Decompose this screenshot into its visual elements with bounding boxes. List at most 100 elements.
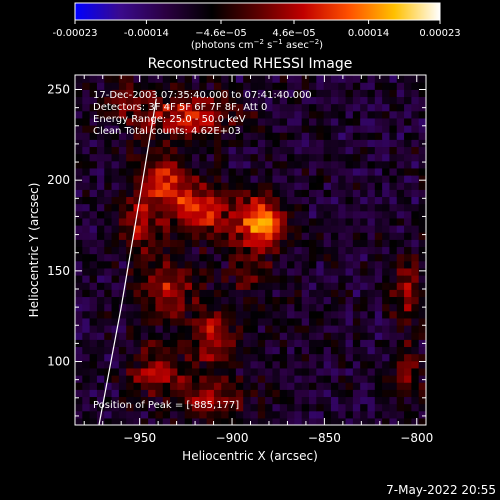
heatmap-cell [243,167,252,176]
heatmap-cell [287,89,295,98]
heatmap-cell [199,167,208,176]
heatmap-cell [360,139,369,148]
heatmap-cell [411,196,420,205]
heatmap-cell [367,196,376,205]
heatmap-cell [184,217,193,226]
heatmap-cell [411,382,420,390]
heatmap-cell [330,403,339,412]
heatmap-cell [389,89,398,98]
heatmap-cell [345,367,354,376]
heatmap-cell [257,203,266,212]
heatmap-cell [177,289,186,298]
heatmap-cell [192,325,200,333]
heatmap-cell [294,253,303,262]
heatmap-cell [287,403,295,412]
heatmap-cell [199,417,208,425]
heatmap-cell [257,339,266,348]
heatmap-cell [294,153,303,162]
heatmap-cell [279,417,288,425]
heatmap-cell [96,417,105,425]
heatmap-cell [323,410,332,419]
heatmap-cell [418,275,426,283]
heatmap-cell [272,146,281,155]
heatmap-cell [374,375,383,383]
heatmap-cell [148,189,157,198]
heatmap-cell [287,196,295,205]
heatmap-cell [170,125,178,133]
heatmap-cell [221,203,230,212]
heatmap-cell [345,196,354,205]
heatmap-cell [199,225,208,233]
heatmap-cell [133,267,142,276]
heatmap-cell [309,89,317,98]
heatmap-cell [382,410,391,419]
heatmap-cell [279,346,288,355]
heatmap-cell [309,260,317,269]
heatmap-cell [279,89,288,98]
heatmap-cell [279,189,288,198]
heatmap-cell [374,339,383,348]
heatmap-cell [411,103,420,112]
heatmap-cell [243,417,252,425]
heatmap-cell [265,310,274,319]
heatmap-cell [367,310,376,319]
heatmap-cell [89,346,98,355]
heatmap-cell [279,139,288,148]
heatmap-cell [228,132,237,140]
heatmap-cell [294,146,303,155]
heatmap-cell [279,110,288,119]
heatmap-cell [389,210,398,219]
heatmap-cell [389,189,398,198]
heatmap-cell [257,396,266,405]
heatmap-cell [382,196,391,205]
heatmap-cell [170,382,178,390]
heatmap-cell [96,296,105,305]
heatmap-cell [279,182,288,190]
heatmap-cell [148,367,157,376]
heatmap-cell [257,232,266,240]
heatmap-cell [396,75,405,83]
heatmap-cell [228,210,237,219]
heatmap-cell [265,175,274,183]
heatmap-cell [294,239,303,248]
heatmap-cell [389,146,398,155]
heatmap-cell [206,210,215,219]
heatmap-cell [279,353,288,362]
heatmap-cell [111,296,120,305]
heatmap-cell [272,339,281,348]
heatmap-cell [309,253,317,262]
heatmap-cell [104,196,113,205]
heatmap-cell [418,89,426,98]
heatmap-cell [389,396,398,405]
heatmap-cell [389,275,398,283]
heatmap-cell [148,110,157,119]
heatmap-cell [111,260,120,269]
heatmap-cell [404,239,412,248]
heatmap-cell [411,296,420,305]
heatmap-cell [140,103,149,112]
heatmap-cell [272,139,281,148]
heatmap-cell [287,210,295,219]
heatmap-cell [170,153,178,162]
heatmap-cell [374,232,383,240]
heatmap-cell [192,396,200,405]
heatmap-cell [148,396,157,405]
heatmap-cell [360,346,369,355]
heatmap-cell [272,132,281,140]
heatmap-cell [206,267,215,276]
heatmap-cell [118,375,127,383]
heatmap-cell [192,146,200,155]
heatmap-cell [170,282,178,290]
heatmap-cell [199,175,208,183]
heatmap-cell [235,246,244,255]
heatmap-cell [96,317,105,326]
heatmap-cell [133,217,142,226]
heatmap-cell [133,282,142,290]
heatmap-cell [243,410,252,419]
heatmap-cell [235,410,244,419]
heatmap-cell [111,339,120,348]
heatmap-cell [140,125,149,133]
heatmap-cell [272,117,281,126]
heatmap-cell [396,303,405,312]
heatmap-cell [148,339,157,348]
